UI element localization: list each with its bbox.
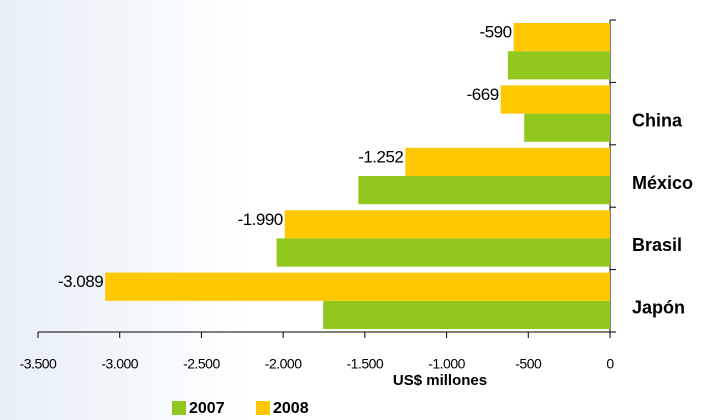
legend-swatch <box>172 401 186 415</box>
bar <box>405 147 610 176</box>
legend-label: 2007 <box>189 400 225 417</box>
x-tick-label: -3.500 <box>20 356 57 372</box>
category-label: China <box>632 110 683 130</box>
value-label: -3.089 <box>58 272 103 291</box>
bar <box>507 51 610 80</box>
bar <box>105 272 611 301</box>
x-tick-label: -1.500 <box>347 356 384 372</box>
value-label: -1.990 <box>238 210 283 229</box>
value-label: -669 <box>467 85 499 104</box>
x-tick-label: -3.000 <box>101 356 138 372</box>
bar <box>500 85 610 114</box>
category-label: Japón <box>632 298 685 318</box>
x-tick-label: 0 <box>606 356 614 372</box>
value-label: -590 <box>480 23 512 42</box>
x-tick-label: -500 <box>515 356 542 372</box>
legend-label: 2008 <box>273 400 309 417</box>
x-tick-label: -2.000 <box>265 356 302 372</box>
x-axis-title: US$ millones <box>393 372 487 389</box>
category-label: México <box>632 173 693 193</box>
bar <box>358 176 610 205</box>
bar <box>284 210 610 239</box>
bar <box>323 300 610 329</box>
x-tick-label: -2.500 <box>183 356 220 372</box>
bar <box>524 113 610 142</box>
value-label: -1.252 <box>358 147 403 166</box>
x-tick-label: -1.000 <box>428 356 465 372</box>
category-label: Brasil <box>632 235 682 255</box>
bar <box>276 238 610 267</box>
bar <box>513 23 610 52</box>
legend-swatch <box>256 401 270 415</box>
